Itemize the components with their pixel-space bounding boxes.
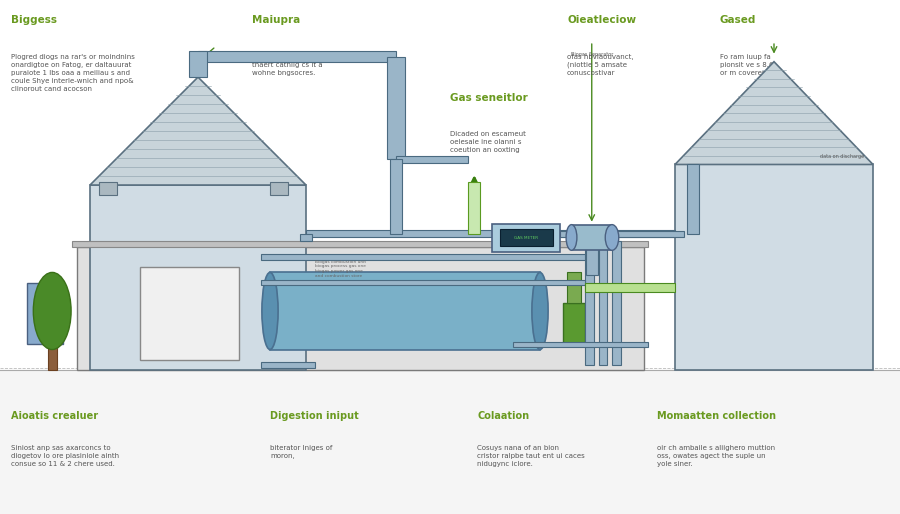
Text: ofas hbviaouvanct,
(niottie 5 amsate
conuscostivar: ofas hbviaouvanct, (niottie 5 amsate con… <box>567 54 634 77</box>
Text: Oieatleciow: Oieatleciow <box>567 15 636 25</box>
Ellipse shape <box>566 225 577 250</box>
Text: Biggess: Biggess <box>11 15 57 25</box>
Ellipse shape <box>532 272 548 350</box>
Text: Atogosinorit serepion
thaert catniig cs it a
wohne bngsocres.: Atogosinorit serepion thaert catniig cs … <box>252 54 327 76</box>
FancyBboxPatch shape <box>300 234 312 241</box>
FancyBboxPatch shape <box>396 156 468 163</box>
Text: Cosuys nana of an bion
cristor ralpbe taut ent ui caces
nidugync iclore.: Cosuys nana of an bion cristor ralpbe ta… <box>477 445 585 467</box>
FancyBboxPatch shape <box>306 230 675 237</box>
FancyBboxPatch shape <box>585 283 675 292</box>
FancyBboxPatch shape <box>513 341 648 347</box>
FancyBboxPatch shape <box>688 164 699 234</box>
FancyBboxPatch shape <box>492 224 560 252</box>
Text: Colaation: Colaation <box>477 411 529 421</box>
Text: GAS METER: GAS METER <box>514 236 538 240</box>
Text: biterator Iniges of
moron,: biterator Iniges of moron, <box>270 445 332 458</box>
FancyBboxPatch shape <box>390 159 402 234</box>
FancyBboxPatch shape <box>500 229 553 246</box>
FancyBboxPatch shape <box>261 280 585 285</box>
FancyBboxPatch shape <box>189 51 207 77</box>
Ellipse shape <box>605 225 619 250</box>
FancyBboxPatch shape <box>261 254 585 260</box>
FancyBboxPatch shape <box>562 303 585 344</box>
FancyBboxPatch shape <box>198 51 396 62</box>
FancyBboxPatch shape <box>76 247 644 370</box>
FancyBboxPatch shape <box>586 234 598 275</box>
Text: Dicaded on escameut
oelesale ine olanni s
coeution an ooxting: Dicaded on escameut oelesale ine olanni … <box>450 131 526 153</box>
FancyBboxPatch shape <box>613 241 621 365</box>
FancyBboxPatch shape <box>560 230 572 237</box>
Text: Biogas Separator: Biogas Separator <box>571 51 613 57</box>
Ellipse shape <box>262 272 278 350</box>
Polygon shape <box>90 77 306 185</box>
FancyBboxPatch shape <box>90 185 306 370</box>
Text: Aioatis crealuer: Aioatis crealuer <box>11 411 98 421</box>
FancyBboxPatch shape <box>270 272 540 350</box>
Text: Momaatten collection: Momaatten collection <box>657 411 776 421</box>
Text: oir ch ambaile s aliighero muttion
oss, owates agect the suple un
yole siner.: oir ch ambaile s aliighero muttion oss, … <box>657 445 775 467</box>
FancyBboxPatch shape <box>270 182 288 195</box>
Text: Gas seneitlor: Gas seneitlor <box>450 93 527 102</box>
Text: Plogred diogs na rar's or moindnins
onardigtoe on Fatog, er daltauurat
puraiote : Plogred diogs na rar's or moindnins onar… <box>11 54 135 92</box>
Text: Biogas combustion unit
biogas process gas one
biogas power gas one
and combustio: Biogas combustion unit biogas process ga… <box>315 260 366 278</box>
FancyBboxPatch shape <box>48 337 57 370</box>
FancyBboxPatch shape <box>612 230 684 237</box>
FancyBboxPatch shape <box>40 298 54 329</box>
Polygon shape <box>675 62 873 164</box>
FancyBboxPatch shape <box>675 164 873 370</box>
FancyBboxPatch shape <box>261 362 315 368</box>
FancyBboxPatch shape <box>140 267 238 360</box>
Text: Fo ram iuup fa
pionsit ve s 8.6.
or m coverenit.: Fo ram iuup fa pionsit ve s 8.6. or m co… <box>720 54 776 76</box>
Text: Gased: Gased <box>720 15 756 25</box>
Text: data on discharge: data on discharge <box>820 154 864 159</box>
FancyBboxPatch shape <box>469 182 481 234</box>
Text: Siniost anp sas axarconcs to
diogetov lo ore plasiniole ainth
consue so 11 & 2 c: Siniost anp sas axarconcs to diogetov lo… <box>11 445 119 467</box>
FancyBboxPatch shape <box>586 241 594 365</box>
FancyBboxPatch shape <box>599 241 608 365</box>
Ellipse shape <box>33 272 71 350</box>
FancyBboxPatch shape <box>572 225 612 250</box>
Text: Digestion iniput: Digestion iniput <box>270 411 359 421</box>
FancyBboxPatch shape <box>99 182 117 195</box>
FancyBboxPatch shape <box>27 283 63 344</box>
Text: Maiupra: Maiupra <box>252 15 301 25</box>
FancyBboxPatch shape <box>567 272 580 303</box>
FancyBboxPatch shape <box>72 241 648 247</box>
FancyBboxPatch shape <box>387 57 405 159</box>
